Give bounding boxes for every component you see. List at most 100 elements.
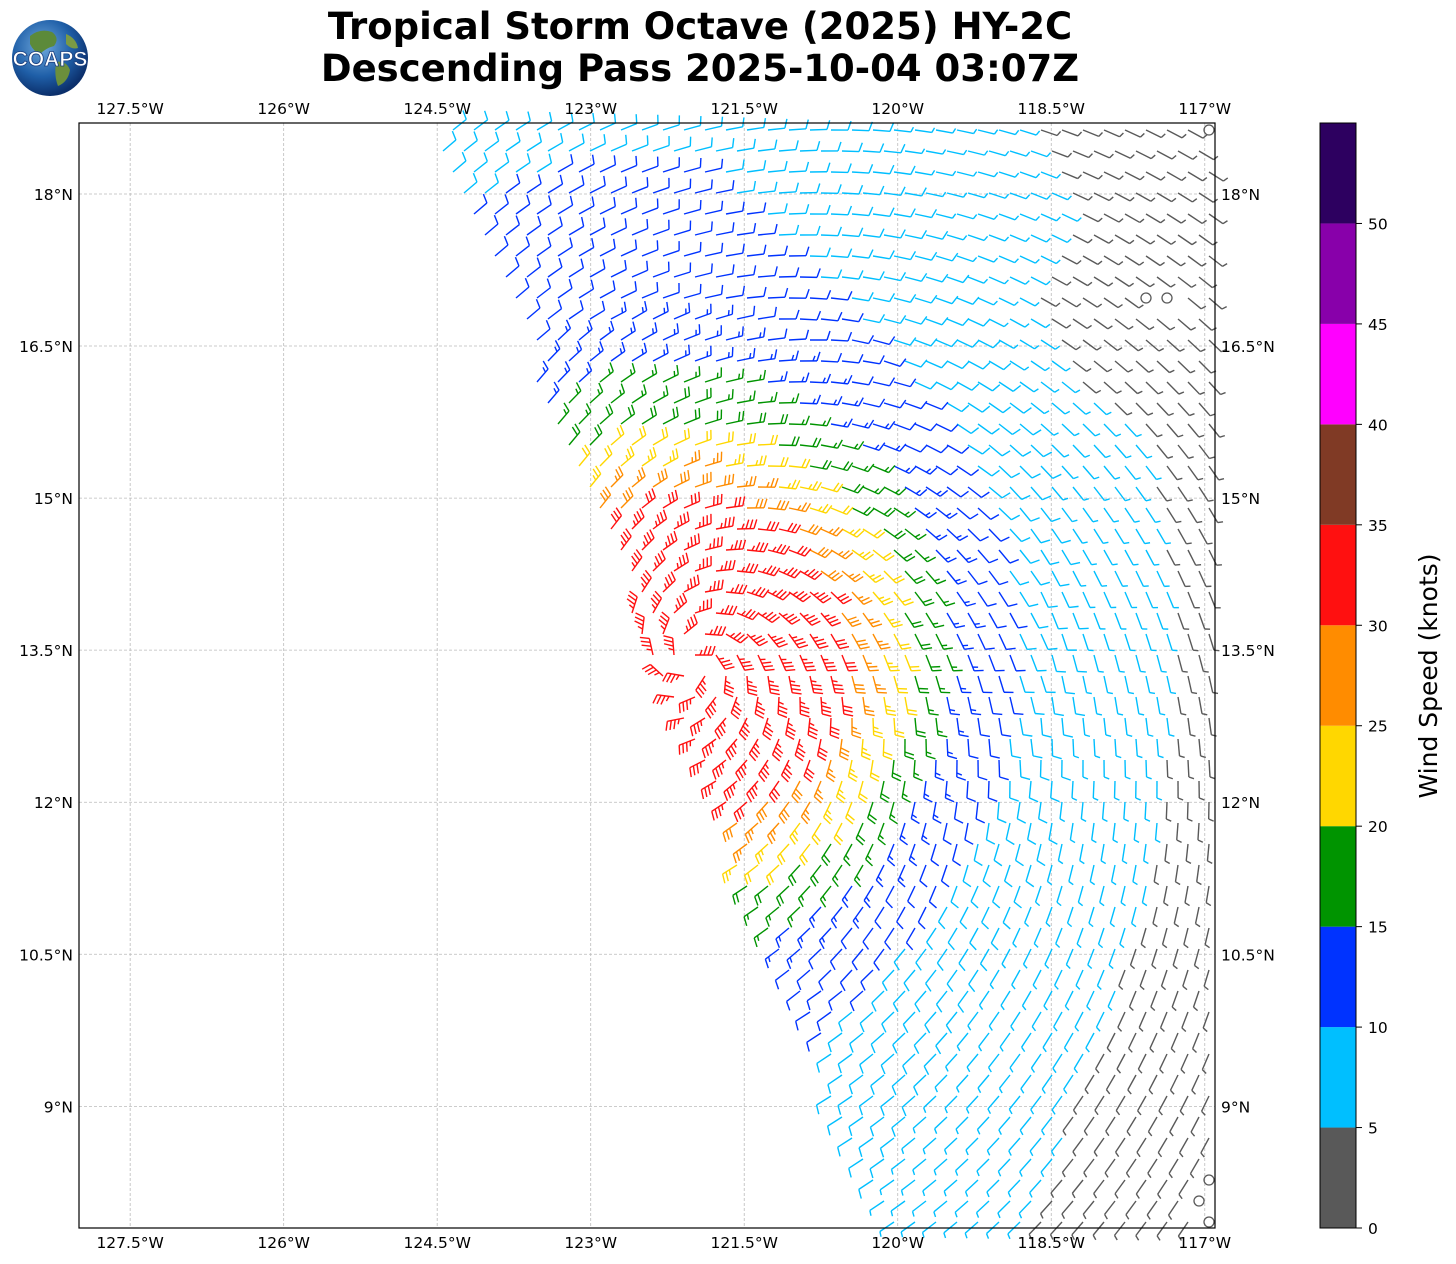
wind-barb bbox=[1051, 150, 1073, 158]
wind-barb bbox=[977, 129, 999, 135]
wind-barb bbox=[914, 675, 930, 694]
wind-barb bbox=[665, 717, 685, 731]
wind-barb bbox=[1069, 822, 1076, 844]
wind-barb bbox=[1061, 1200, 1074, 1220]
wind-barb bbox=[1016, 801, 1027, 824]
wind-barb bbox=[914, 423, 938, 432]
wind-barb bbox=[923, 780, 933, 803]
wind-barb bbox=[1124, 255, 1145, 266]
wind-barb bbox=[1051, 192, 1072, 201]
wind-barb bbox=[900, 1221, 916, 1238]
wind-barb bbox=[1082, 171, 1103, 180]
wind-barb bbox=[838, 738, 850, 761]
wind-barb bbox=[1072, 234, 1093, 244]
wind-barb bbox=[767, 457, 789, 468]
wind-barb bbox=[923, 1095, 937, 1113]
wind-barb bbox=[473, 152, 488, 173]
wind-barb bbox=[1051, 570, 1070, 587]
wind-barb bbox=[799, 437, 822, 448]
wind-barb bbox=[704, 158, 724, 173]
wind-barb bbox=[913, 1074, 927, 1096]
wind-barb bbox=[1208, 213, 1228, 225]
wind-barb bbox=[914, 170, 936, 176]
wind-barb bbox=[568, 300, 584, 320]
wind-barb bbox=[935, 295, 959, 305]
wind-barb bbox=[785, 990, 801, 1011]
wind-barb bbox=[1072, 696, 1086, 717]
wind-barb bbox=[954, 1200, 969, 1218]
wind-barb bbox=[872, 675, 887, 694]
wind-barb bbox=[1114, 612, 1127, 630]
wind-barb bbox=[1030, 192, 1052, 200]
wind-barb bbox=[1009, 150, 1031, 157]
wind-barb bbox=[1117, 1011, 1126, 1032]
wind-barb bbox=[925, 570, 947, 585]
wind-barb bbox=[1030, 402, 1050, 415]
wind-barb bbox=[904, 696, 918, 716]
wind-barb bbox=[998, 1116, 1011, 1135]
wind-barb bbox=[1149, 1032, 1158, 1053]
colorbar-tick-label: 50 bbox=[1368, 215, 1388, 233]
wind-barb bbox=[1019, 171, 1041, 179]
wind-barb bbox=[940, 864, 950, 888]
wind-barb bbox=[1061, 297, 1082, 308]
wind-barb bbox=[822, 801, 833, 825]
wind-barb bbox=[1071, 1179, 1084, 1199]
wind-barb bbox=[1177, 780, 1184, 801]
wind-barb bbox=[1198, 654, 1209, 673]
wind-barb bbox=[967, 192, 989, 199]
wind-barb bbox=[641, 529, 655, 551]
wind-barb bbox=[919, 864, 928, 888]
lat-tick-label-right: 12°N bbox=[1221, 794, 1260, 812]
wind-barb bbox=[1124, 423, 1142, 438]
wind-barb bbox=[704, 242, 724, 257]
wind-barb bbox=[892, 1032, 906, 1054]
wind-barb bbox=[757, 266, 778, 278]
wind-barb bbox=[1083, 1158, 1095, 1178]
wind-barb bbox=[956, 423, 980, 435]
wind-barb bbox=[484, 214, 499, 236]
wind-barb bbox=[1030, 318, 1051, 329]
wind-barb bbox=[1106, 1032, 1116, 1053]
wind-barb bbox=[762, 717, 774, 741]
wind-barb bbox=[1177, 360, 1196, 374]
wind-barb bbox=[946, 654, 963, 672]
wind-barb bbox=[799, 696, 810, 718]
wind-barb bbox=[1135, 276, 1155, 288]
wind-barb bbox=[1145, 129, 1166, 139]
lon-tick-label-top: 121.5°W bbox=[710, 100, 777, 118]
wind-barb bbox=[683, 324, 701, 341]
wind-barb bbox=[965, 1095, 979, 1114]
wind-barb bbox=[1177, 654, 1188, 673]
wind-barb bbox=[1030, 696, 1045, 715]
wind-barb bbox=[893, 948, 906, 971]
wind-barb bbox=[809, 546, 833, 559]
wind-barb bbox=[1206, 843, 1213, 865]
wind-barb bbox=[859, 1011, 874, 1033]
wind-barb bbox=[1208, 717, 1217, 737]
wind-barb bbox=[732, 843, 748, 864]
wind-barb bbox=[904, 230, 928, 240]
wind-barb bbox=[799, 523, 823, 536]
wind-barb bbox=[620, 197, 638, 215]
wind-barb bbox=[1063, 1074, 1074, 1095]
colorbar-tick-label: 40 bbox=[1368, 416, 1388, 434]
wind-barb bbox=[1135, 1221, 1147, 1241]
wind-barb bbox=[841, 440, 865, 450]
wind-barb bbox=[851, 463, 875, 473]
wind-barb bbox=[818, 969, 832, 991]
wind-barb bbox=[879, 1137, 895, 1158]
wind-barb bbox=[1176, 822, 1182, 843]
wind-barb bbox=[872, 250, 895, 260]
wind-barb bbox=[837, 1095, 853, 1115]
wind-barb bbox=[925, 612, 945, 629]
wind-barb bbox=[1135, 696, 1145, 716]
wind-barb bbox=[1093, 738, 1101, 759]
wind-barb bbox=[1145, 717, 1154, 737]
wind-barb bbox=[946, 317, 970, 327]
wind-barb bbox=[473, 110, 489, 131]
wind-barb bbox=[1019, 1158, 1032, 1177]
wind-barb bbox=[904, 570, 926, 585]
wind-barb bbox=[1082, 549, 1097, 566]
